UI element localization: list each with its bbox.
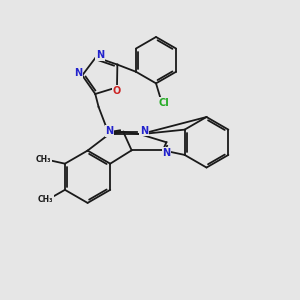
Text: N: N (162, 148, 170, 158)
Text: N: N (106, 126, 114, 136)
Text: Cl: Cl (158, 98, 169, 108)
Text: N: N (140, 126, 148, 136)
Text: N: N (96, 50, 104, 60)
Text: O: O (113, 86, 121, 96)
Text: CH₃: CH₃ (38, 195, 53, 204)
Text: CH₃: CH₃ (35, 155, 51, 164)
Text: N: N (74, 68, 83, 78)
